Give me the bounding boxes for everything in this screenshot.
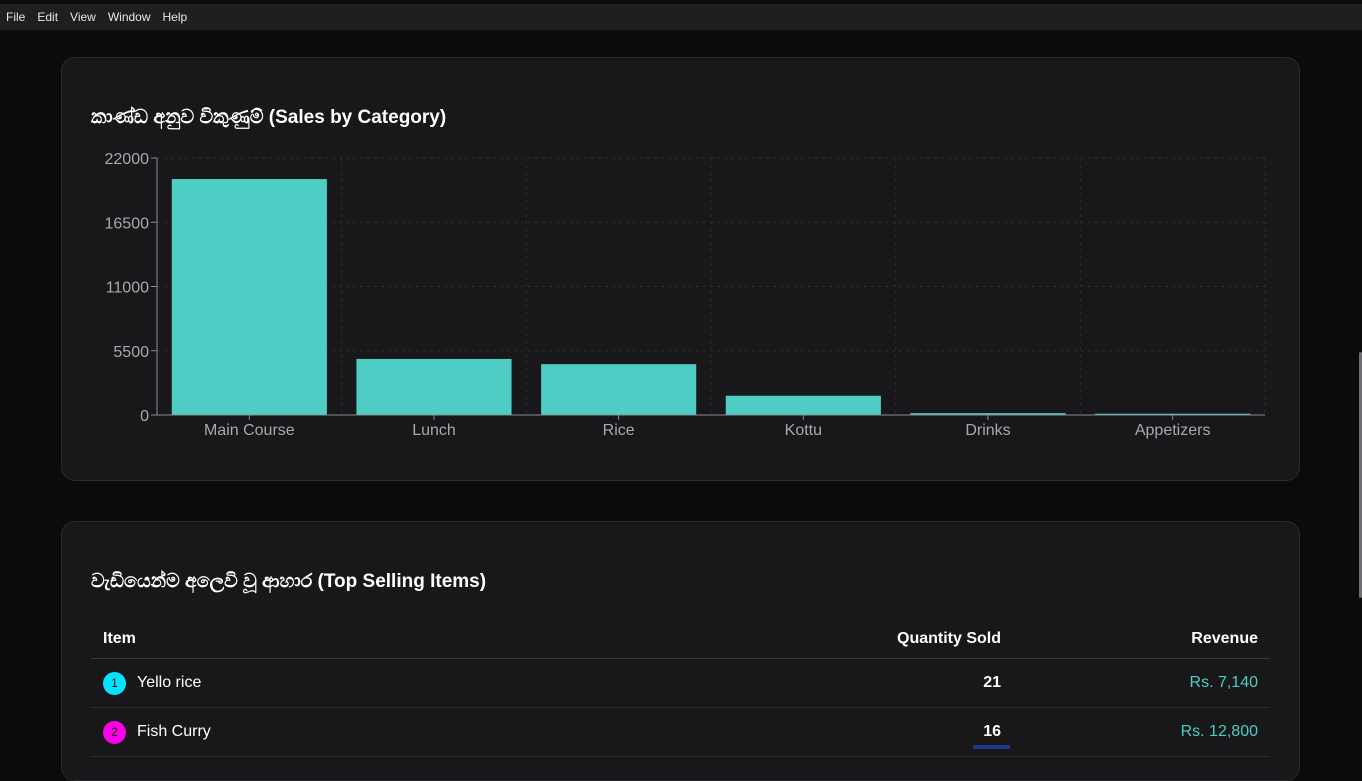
bar-kottu xyxy=(725,395,881,415)
menu-edit[interactable]: Edit xyxy=(37,10,59,24)
sales-by-category-card: කාණ්ඩ අනුව විකුණුම් (Sales by Category) … xyxy=(61,57,1300,481)
menu-file[interactable]: File xyxy=(6,10,26,24)
bar-drinks xyxy=(910,413,1066,415)
row-item-cell: 1 Yello rice xyxy=(91,671,761,695)
y-tick-label: 11000 xyxy=(106,280,149,297)
table-row[interactable]: 1 Yello rice 21 Rs. 7,140 xyxy=(91,659,1270,708)
bar-appetizers xyxy=(1095,413,1251,415)
x-tick-label: Kottu xyxy=(785,422,822,439)
y-tick-label: 5500 xyxy=(113,344,149,361)
bar-main-course xyxy=(171,179,327,415)
window-top-edge xyxy=(0,0,1362,4)
row-item-cell: 2 Fish Curry xyxy=(91,720,761,744)
bar-rice xyxy=(541,364,697,415)
menu-help[interactable]: Help xyxy=(162,10,188,24)
x-tick-label: Appetizers xyxy=(1135,422,1211,439)
revenue: Rs. 7,140 xyxy=(1189,674,1258,691)
top-selling-items-card: වැඩියෙන්ම අලෙවි වූ ආහාර (Top Selling Ite… xyxy=(61,521,1300,781)
sales-by-category-title: කාණ්ඩ අනුව විකුණුම් (Sales by Category) xyxy=(91,107,447,128)
column-header-revenue[interactable]: Revenue xyxy=(1191,629,1258,647)
y-tick-label: 0 xyxy=(140,408,149,425)
revenue: Rs. 12,800 xyxy=(1180,723,1258,740)
y-tick-label: 16500 xyxy=(105,215,150,232)
focus-indicator xyxy=(973,745,1010,749)
page-scrollbar[interactable] xyxy=(1359,352,1362,598)
table-header: Item Quantity Sold Revenue xyxy=(91,619,1270,659)
column-header-quantity[interactable]: Quantity Sold xyxy=(897,629,1001,647)
column-header-item[interactable]: Item xyxy=(103,629,136,647)
x-tick-label: Drinks xyxy=(965,422,1010,439)
top-selling-items-title: වැඩියෙන්ම අලෙවි වූ ආහාර (Top Selling Ite… xyxy=(91,571,487,592)
x-tick-label: Rice xyxy=(603,422,635,439)
menu-bar: File Edit View Window Help xyxy=(0,4,1362,30)
menu-window[interactable]: Window xyxy=(107,10,151,24)
rank-badge: 2 xyxy=(103,720,126,744)
menu-view[interactable]: View xyxy=(70,10,96,24)
x-tick-label: Lunch xyxy=(412,422,456,439)
item-name: Yello rice xyxy=(137,674,202,691)
quantity-sold: 16 xyxy=(983,723,1001,740)
rank-badge: 1 xyxy=(103,671,126,695)
quantity-sold: 21 xyxy=(983,674,1001,691)
x-tick-label: Main Course xyxy=(204,422,295,439)
y-tick-label: 22000 xyxy=(105,151,150,168)
sales-by-category-chart: 0 5500 11000 16500 22000 Main Course Lunch Rice… xyxy=(105,151,1266,439)
table-row[interactable]: 2 Fish Curry 16 Rs. 12,800 xyxy=(91,708,1270,757)
item-name: Fish Curry xyxy=(137,723,211,740)
bar-lunch xyxy=(356,358,512,415)
